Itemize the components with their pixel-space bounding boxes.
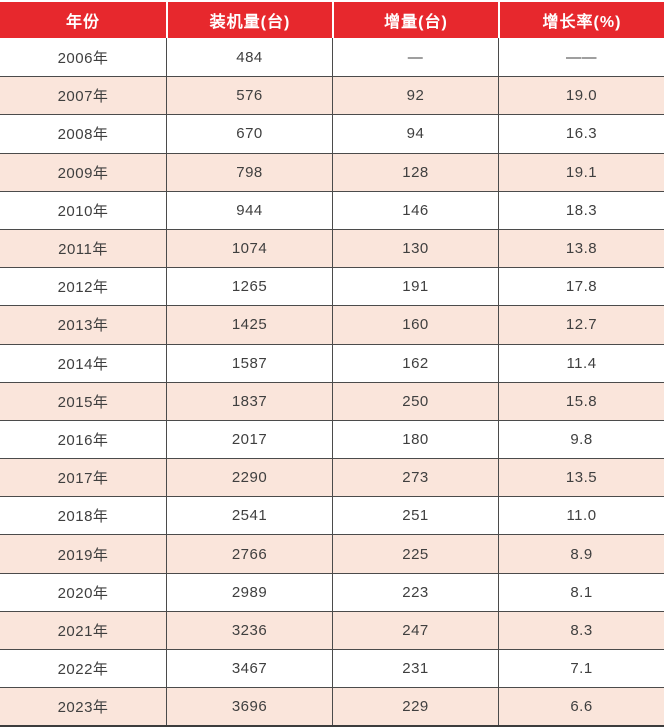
installed-cell: 484	[166, 38, 332, 77]
increment-cell: 92	[332, 77, 498, 115]
increment-cell: 180	[332, 420, 498, 459]
installed-cell: 1425	[166, 306, 332, 344]
installed-cell: 3467	[166, 650, 332, 688]
growth-cell: 13.8	[498, 229, 664, 268]
year-cell: 2013年	[57, 317, 109, 335]
table-row: 2023年 3696 229 6.6	[0, 687, 664, 726]
year-cell: 2019年	[57, 546, 109, 564]
increment-cell: 146	[332, 191, 498, 229]
growth-cell: 9.8	[498, 420, 664, 459]
increment-cell: 162	[332, 344, 498, 382]
table-row: 2021年 3236 247 8.3	[0, 610, 664, 649]
increment-cell: —	[332, 38, 498, 77]
installed-cell: 1074	[166, 229, 332, 268]
year-cell: 2018年	[57, 508, 109, 526]
table-row: 2010年 944 146 18.3	[0, 190, 664, 229]
increment-cell: 250	[332, 382, 498, 420]
year-cell: 2009年	[57, 164, 109, 182]
installed-cell: 3696	[166, 688, 332, 726]
installed-cell: 2989	[166, 573, 332, 611]
table-row: 2019年 2766 225 8.9	[0, 534, 664, 573]
installed-cell: 1265	[166, 268, 332, 306]
increment-cell: 160	[332, 306, 498, 344]
table-row: 2009年 798 128 19.1	[0, 152, 664, 191]
installed-cell: 1837	[166, 382, 332, 420]
growth-cell: 8.1	[498, 573, 664, 611]
year-cell: 2021年	[57, 622, 109, 640]
growth-cell: 15.8	[498, 382, 664, 420]
year-cell: 2006年	[57, 49, 109, 67]
table-row: 2012年 1265 191 17.8	[0, 267, 664, 306]
increment-cell: 94	[332, 115, 498, 153]
growth-cell: 18.3	[498, 191, 664, 229]
installed-cell: 576	[166, 77, 332, 115]
increment-cell: 231	[332, 650, 498, 688]
increment-cell: 251	[332, 497, 498, 535]
col-header-increment: 增量(台)	[332, 2, 498, 38]
year-cell: 2010年	[57, 202, 109, 220]
increment-cell: 229	[332, 688, 498, 726]
installed-cell: 3236	[166, 611, 332, 649]
increment-cell: 225	[332, 535, 498, 573]
table-row: 2022年 3467 231 7.1	[0, 649, 664, 688]
table-row: 2013年 1425 160 12.7	[0, 305, 664, 344]
year-cell: 2011年	[58, 241, 108, 259]
growth-cell: 13.5	[498, 459, 664, 497]
year-cell: 2017年	[57, 470, 109, 488]
year-cell: 2016年	[57, 431, 109, 449]
installed-cell: 2766	[166, 535, 332, 573]
col-header-installed: 装机量(台)	[166, 2, 332, 38]
installed-cell: 2541	[166, 497, 332, 535]
year-cell: 2007年	[57, 88, 109, 106]
table-row: 2018年 2541 251 11.0	[0, 496, 664, 535]
growth-cell: 12.7	[498, 306, 664, 344]
increment-cell: 128	[332, 153, 498, 191]
table-row: 2017年 2290 273 13.5	[0, 458, 664, 497]
year-cell: 2015年	[57, 393, 109, 411]
table-row: 2006年 484— ——	[0, 38, 664, 77]
growth-cell: 6.6	[498, 688, 664, 726]
growth-cell: 16.3	[498, 115, 664, 153]
increment-cell: 223	[332, 573, 498, 611]
year-cell: 2023年	[57, 699, 109, 717]
table-header-row: 年份 装机量(台) 增量(台) 增长率(%)	[0, 2, 664, 38]
col-header-growth: 增长率(%)	[498, 2, 664, 38]
growth-cell: 11.0	[498, 497, 664, 535]
growth-cell: 19.0	[498, 77, 664, 115]
table-body: 2006年 484— —— 2007年 576 92 19.0 2008年 670 94 16.3 2…	[0, 38, 664, 726]
installed-cell: 670	[166, 115, 332, 153]
col-header-year: 年份	[65, 14, 100, 31]
growth-cell: 8.9	[498, 535, 664, 573]
year-cell: 2008年	[57, 126, 109, 144]
growth-cell: 17.8	[498, 268, 664, 306]
table-row: 2011年 1074 130 13.8	[0, 228, 664, 268]
installed-cell: 798	[166, 153, 332, 191]
increment-cell: 247	[332, 611, 498, 649]
installed-cell: 2290	[166, 459, 332, 497]
growth-cell: 8.3	[498, 611, 664, 649]
installed-cell: 944	[166, 191, 332, 229]
table-row: 2014年 1587 162 11.4	[0, 343, 664, 382]
year-cell: 2012年	[57, 279, 109, 297]
table-row: 2016年 2017 180 9.8	[0, 419, 664, 459]
growth-cell: 19.1	[498, 153, 664, 191]
table-row: 2015年 1837 250 15.8	[0, 381, 664, 420]
year-cell: 2014年	[57, 355, 109, 373]
year-cell: 2022年	[57, 661, 109, 679]
installed-cell: 1587	[166, 344, 332, 382]
increment-cell: 130	[332, 229, 498, 268]
year-cell: 2020年	[57, 584, 109, 602]
table-row: 2008年 670 94 16.3	[0, 114, 664, 153]
installed-cell: 2017	[166, 420, 332, 459]
increment-cell: 273	[332, 459, 498, 497]
table-row: 2007年 576 92 19.0	[0, 76, 664, 115]
table-row: 2020年 2989 223 8.1	[0, 572, 664, 611]
growth-cell: ——	[498, 38, 664, 77]
growth-cell: 11.4	[498, 344, 664, 382]
growth-cell: 7.1	[498, 650, 664, 688]
increment-cell: 191	[332, 268, 498, 306]
